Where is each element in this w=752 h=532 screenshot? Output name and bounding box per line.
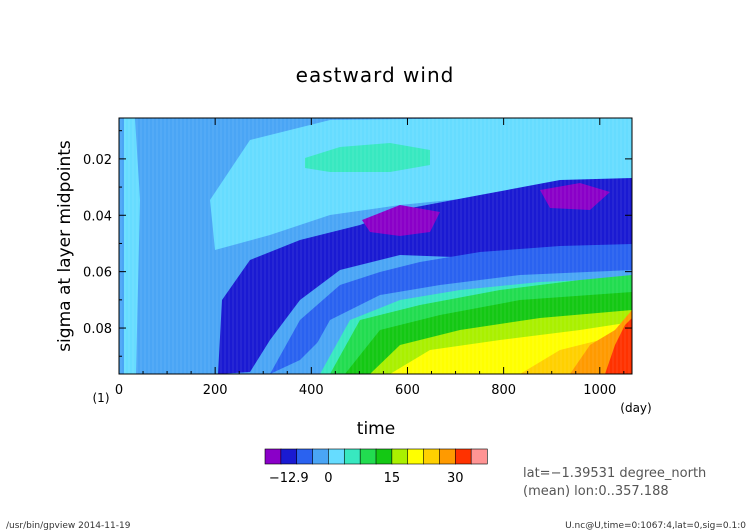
- colorbar-labels: −12.9 0 15 30: [269, 471, 464, 486]
- info-latitude: lat=−1.39531 degree_north: [523, 466, 706, 481]
- colorbar-swatch: [423, 448, 441, 465]
- x-tick-label: 0: [115, 383, 123, 398]
- colorbar-label: −12.9: [269, 471, 309, 486]
- time-stripes: [120, 118, 630, 374]
- chart-title: eastward wind: [296, 63, 455, 87]
- band-cyan-early: [124, 118, 140, 374]
- y-axis-label: sigma at layer midpoints: [55, 140, 75, 352]
- y-tick-label: 0.08: [83, 322, 112, 337]
- y-tick-label: 0.02: [83, 153, 112, 168]
- colorbar-label: 15: [384, 471, 401, 486]
- band-cyan-upper: [210, 118, 632, 250]
- colorbar-swatch: [343, 448, 361, 465]
- band-green-aloft: [305, 143, 430, 172]
- x-tick-label: 1000: [583, 383, 616, 398]
- x-axis-label: time: [357, 419, 395, 439]
- x-unit-label: (day): [620, 401, 651, 415]
- info-longitude: (mean) lon:0..357.188: [523, 484, 669, 499]
- colorbar-label: 30: [447, 471, 464, 486]
- band-red: [605, 318, 632, 374]
- band-purple-core-2: [540, 183, 610, 210]
- plot-frame: [118, 117, 633, 375]
- x-tick-label: 200: [203, 383, 228, 398]
- colorbar-swatch: [264, 448, 282, 465]
- band-purple-core: [362, 205, 440, 236]
- colorbar-swatch: [280, 448, 298, 465]
- colorbar-swatch: [375, 448, 393, 465]
- contour-bands: [124, 118, 632, 374]
- colorbar-swatch: [454, 448, 472, 465]
- colorbar-swatch: [359, 448, 377, 465]
- colorbar-swatch: [470, 448, 488, 465]
- colorbar-swatch: [312, 448, 330, 465]
- x-tick-label: 800: [491, 383, 516, 398]
- y-axis: 0.02 0.04 0.06 0.08: [83, 130, 632, 357]
- x-axis: 0 200 400 600 800 1000: [115, 118, 625, 398]
- band-darkblue: [218, 178, 632, 374]
- colorbar-swatch: [407, 448, 425, 465]
- colorbar-swatch: [296, 448, 314, 465]
- colorbar-label: 0: [324, 471, 332, 486]
- colorbar: [264, 448, 488, 465]
- y-tick-label: 0.06: [83, 266, 112, 281]
- footer-right: U.nc@U,time=0:1067:4,lat=0,sig=0.1:0: [565, 521, 746, 531]
- colorbar-swatch: [328, 448, 345, 465]
- x-tick-label: 400: [299, 383, 324, 398]
- colorbar-swatch: [391, 448, 409, 465]
- y-unit-label: (1): [93, 391, 110, 405]
- colorbar-swatch: [439, 448, 456, 465]
- x-tick-label: 600: [395, 383, 420, 398]
- y-tick-label: 0.04: [83, 209, 112, 224]
- footer-left: /usr/bin/gpview 2014-11-19: [6, 521, 131, 531]
- plot-area: [118, 117, 633, 375]
